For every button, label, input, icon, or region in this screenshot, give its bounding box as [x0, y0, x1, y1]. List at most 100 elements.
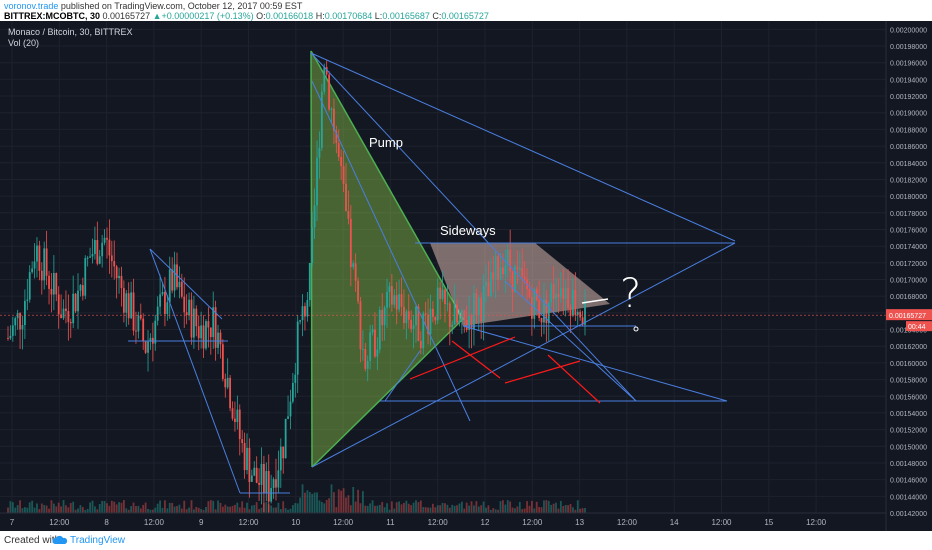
candle-body[interactable] — [395, 295, 398, 310]
trendline[interactable] — [310, 52, 736, 242]
candle-body[interactable] — [514, 266, 516, 293]
candle-body[interactable] — [212, 307, 215, 338]
candle-body[interactable] — [219, 332, 222, 345]
candle-body[interactable] — [422, 313, 425, 349]
candle-body[interactable] — [132, 292, 135, 331]
candle-body[interactable] — [504, 265, 507, 275]
candle-body[interactable] — [260, 463, 263, 485]
candle-body[interactable] — [359, 301, 362, 350]
candle-body[interactable] — [180, 281, 183, 297]
candle-body[interactable] — [304, 306, 306, 317]
candle-body[interactable] — [33, 261, 36, 269]
candle-body[interactable] — [118, 275, 120, 279]
candle-body[interactable] — [311, 227, 314, 263]
candle-body[interactable] — [16, 313, 19, 319]
candle-body[interactable] — [412, 325, 415, 329]
candle-body[interactable] — [511, 271, 514, 293]
candle-body[interactable] — [569, 307, 572, 316]
candle-body[interactable] — [308, 262, 311, 301]
candle-body[interactable] — [258, 482, 260, 485]
candle-body[interactable] — [301, 306, 304, 321]
candle-body[interactable] — [188, 299, 190, 316]
candle-body[interactable] — [390, 286, 393, 305]
candle-body[interactable] — [489, 272, 492, 297]
candle-body[interactable] — [209, 327, 212, 338]
candle-body[interactable] — [518, 267, 521, 270]
candle-body[interactable] — [316, 157, 318, 206]
candle-body[interactable] — [139, 315, 142, 319]
candle-body[interactable] — [43, 248, 46, 281]
candle-body[interactable] — [320, 91, 323, 148]
candle-body[interactable] — [386, 291, 388, 308]
candle-body[interactable] — [497, 256, 499, 280]
candle-body[interactable] — [255, 467, 258, 483]
candle-body[interactable] — [115, 266, 118, 279]
candle-body[interactable] — [236, 409, 239, 423]
candle-body[interactable] — [106, 237, 108, 240]
candle-body[interactable] — [477, 297, 480, 316]
candle-body[interactable] — [234, 418, 236, 423]
candle-body[interactable] — [361, 349, 364, 351]
candle-body[interactable] — [313, 205, 316, 228]
candle-body[interactable] — [584, 300, 586, 325]
candle-body[interactable] — [318, 147, 321, 158]
candle-body[interactable] — [161, 292, 164, 295]
candle-body[interactable] — [451, 324, 454, 328]
candle-body[interactable] — [352, 263, 355, 268]
candle-body[interactable] — [458, 320, 461, 323]
candle-body[interactable] — [190, 299, 193, 338]
candle-body[interactable] — [398, 294, 401, 310]
candle-body[interactable] — [263, 463, 265, 494]
candle-body[interactable] — [192, 308, 195, 338]
candle-body[interactable] — [156, 306, 159, 321]
price-axis[interactable] — [886, 21, 932, 531]
candle-body[interactable] — [57, 294, 60, 315]
candle-body[interactable] — [265, 471, 268, 494]
candle-body[interactable] — [81, 285, 84, 296]
trendline[interactable] — [311, 242, 736, 468]
candle-body[interactable] — [246, 447, 248, 471]
candle-body[interactable] — [91, 254, 94, 257]
candle-body[interactable] — [545, 299, 548, 324]
candle-body[interactable] — [444, 289, 446, 305]
candle-body[interactable] — [125, 293, 128, 313]
candle-body[interactable] — [19, 313, 21, 330]
candle-body[interactable] — [388, 286, 391, 292]
candle-body[interactable] — [130, 292, 133, 319]
candle-body[interactable] — [86, 257, 89, 259]
candle-body[interactable] — [357, 280, 359, 302]
trendline[interactable] — [310, 52, 637, 402]
candle-body[interactable] — [178, 281, 181, 288]
candle-body[interactable] — [453, 304, 456, 325]
candle-body[interactable] — [349, 218, 352, 268]
candle-body[interactable] — [547, 302, 550, 324]
candle-body[interactable] — [65, 308, 67, 312]
candle-body[interactable] — [333, 108, 335, 131]
candle-body[interactable] — [424, 313, 427, 315]
candle-body[interactable] — [243, 443, 246, 471]
candle-body[interactable] — [439, 287, 442, 299]
candle-body[interactable] — [378, 309, 381, 350]
candle-body[interactable] — [137, 315, 140, 332]
candle-body[interactable] — [11, 325, 14, 336]
candle-body[interactable] — [342, 166, 345, 184]
candle-body[interactable] — [499, 267, 502, 280]
trendline[interactable] — [149, 248, 241, 494]
candle-body[interactable] — [487, 281, 490, 297]
candle-body[interactable] — [473, 293, 475, 330]
candle-body[interactable] — [26, 299, 29, 301]
candle-body[interactable] — [562, 288, 565, 300]
candle-body[interactable] — [98, 256, 101, 264]
candle-body[interactable] — [275, 479, 277, 488]
candle-body[interactable] — [7, 337, 9, 339]
candle-body[interactable] — [543, 299, 545, 323]
candle-body[interactable] — [550, 284, 553, 303]
candle-body[interactable] — [366, 361, 369, 369]
trendline[interactable] — [311, 80, 471, 422]
candle-body[interactable] — [347, 211, 350, 219]
candle-body[interactable] — [528, 289, 531, 297]
candle-body[interactable] — [226, 377, 229, 388]
candle-body[interactable] — [475, 293, 478, 316]
candle-body[interactable] — [436, 287, 439, 321]
candle-body[interactable] — [250, 475, 253, 482]
